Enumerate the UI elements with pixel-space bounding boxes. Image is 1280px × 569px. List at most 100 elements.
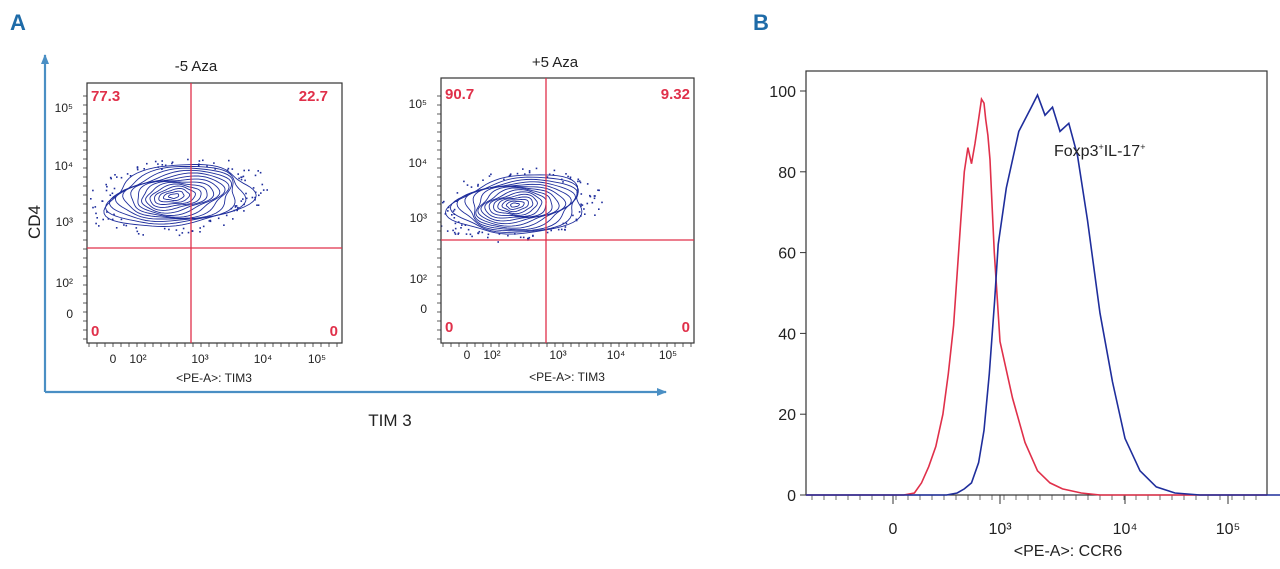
plot2-y-tick-label: 10³ (410, 211, 427, 225)
event-dot (586, 202, 589, 205)
event-dot (106, 185, 108, 188)
event-dot (161, 164, 164, 166)
event-dot (461, 224, 463, 226)
event-dot (550, 229, 552, 232)
event-dot (535, 167, 538, 170)
contour-line (130, 175, 226, 218)
plot1-frame (86, 82, 343, 344)
contour-line (167, 193, 180, 199)
event-dot (113, 187, 116, 190)
event-dot (594, 214, 596, 216)
contour-line (154, 185, 196, 205)
plot2-quadrant-lower-left: 0 (445, 319, 453, 336)
event-dot (553, 169, 556, 172)
event-dot (146, 162, 148, 165)
event-dot (129, 175, 132, 177)
plot2-quadrant-upper-right: 9.32 (661, 86, 690, 103)
event-dot (137, 233, 140, 235)
event-dot (240, 178, 243, 181)
event-dot (136, 230, 139, 233)
event-dot (136, 168, 139, 171)
event-dot (164, 164, 167, 167)
plot2-y-tick-label: 10⁴ (408, 156, 427, 170)
hist-series-foxp3-il17 (806, 93, 1280, 496)
event-dot (490, 173, 492, 176)
event-dot (565, 173, 567, 175)
plot2-x-tick-label: 10⁵ (659, 348, 677, 362)
contour-line (114, 169, 233, 220)
event-dot (257, 204, 260, 206)
event-dot (106, 211, 108, 213)
event-dot (168, 228, 170, 231)
event-dot (564, 228, 566, 231)
event-dot (509, 175, 512, 177)
event-dot (136, 166, 139, 168)
plot1-y-tick-label: 10⁵ (55, 101, 73, 115)
event-dot (187, 158, 189, 161)
event-dot (503, 178, 505, 181)
contour-line (122, 172, 230, 219)
event-dot (516, 172, 519, 175)
event-dot (569, 176, 572, 179)
event-dot (92, 206, 94, 209)
plot1-x-tick-label: 10⁴ (254, 352, 273, 366)
event-dot (95, 212, 97, 215)
plot1-xlabel: <PE-A>: TIM3 (176, 371, 252, 385)
event-dot (240, 176, 243, 178)
event-dot (198, 163, 200, 166)
panel-a-ylabel: CD4 (25, 205, 44, 239)
contour-line (510, 202, 520, 208)
event-dot (437, 201, 439, 203)
event-dot (580, 193, 583, 195)
hist-x-tick-label: 10⁴ (1113, 521, 1138, 538)
event-dot (157, 163, 159, 165)
event-dot (206, 165, 208, 167)
plot1-quadrant-upper-left: 77.3 (91, 88, 120, 105)
plot2-title: +5 Aza (532, 54, 579, 71)
event-dot (457, 221, 460, 223)
event-dot (443, 200, 445, 203)
contour-line (450, 176, 579, 233)
event-dot (546, 176, 549, 178)
event-dot (259, 171, 262, 174)
plot1-y-tick-label: 10⁴ (54, 159, 73, 173)
event-dot (123, 224, 125, 226)
event-dot (589, 195, 592, 198)
event-dot (464, 224, 467, 226)
contour-line (149, 183, 202, 208)
contour-line (162, 190, 185, 202)
event-dot (254, 196, 256, 199)
event-dot (243, 203, 245, 206)
plot2-contours (437, 167, 603, 243)
plot-minus5-aza: -5 Aza 77.3 22.7 0 0 0 10² 10³ 10⁴ 10⁵ 0 10² 10… (54, 58, 343, 385)
plot2-quadrant-upper-left: 90.7 (445, 86, 474, 103)
event-dot (245, 192, 247, 195)
event-dot (498, 233, 501, 235)
event-dot (576, 191, 579, 194)
event-dot (217, 217, 220, 220)
event-dot (453, 231, 456, 234)
event-dot (575, 218, 578, 221)
event-dot (567, 175, 569, 178)
event-dot (178, 234, 181, 237)
event-dot (256, 204, 258, 206)
event-dot (136, 167, 139, 169)
hist-annotation: Foxp3+IL-17+ (1054, 142, 1145, 160)
event-dot (245, 197, 248, 200)
event-dot (242, 175, 245, 178)
plot2-y-tick-label: 10² (410, 272, 427, 286)
event-dot (223, 224, 225, 226)
event-dot (235, 205, 238, 207)
contour-line (464, 181, 576, 231)
contour-line (505, 200, 525, 210)
event-dot (171, 161, 174, 163)
hist-frame (805, 70, 1268, 496)
event-dot (202, 225, 205, 228)
plot1-x-tick-label: 0 (110, 352, 117, 366)
event-dot (594, 195, 596, 197)
event-dot (471, 235, 473, 238)
event-dot (181, 232, 184, 234)
event-dot (95, 222, 97, 225)
event-dot (598, 208, 600, 210)
plot1-y-tick-label: 10³ (56, 215, 73, 229)
